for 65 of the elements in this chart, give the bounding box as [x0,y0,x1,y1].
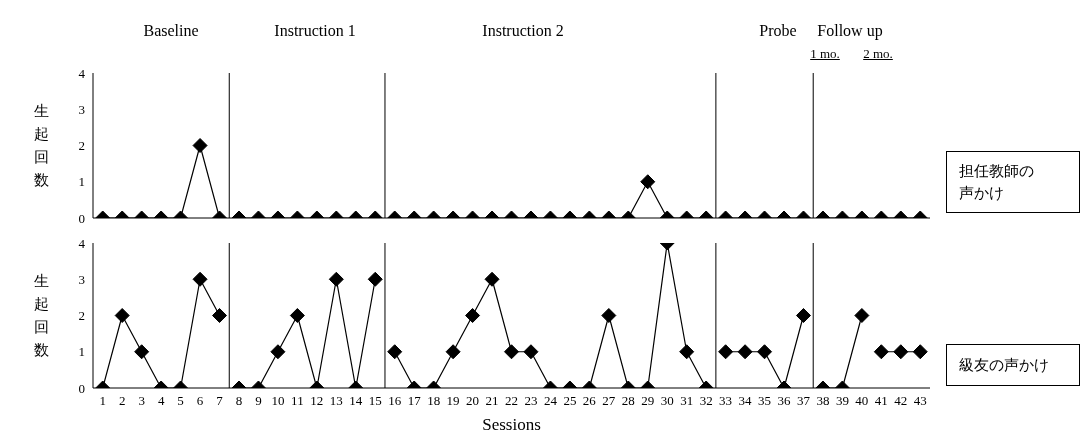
text: Instruction 2 [482,22,564,40]
x-tick-label: 30 [660,393,674,409]
y-tick-label: 3 [78,271,85,287]
text: Instruction 1 [274,22,356,40]
x-tick-label: 26 [582,393,597,409]
x-tick-label: 10 [271,393,285,409]
y-tick-label: 2 [78,308,85,324]
x-tick-label: 41 [874,393,888,409]
x-tick-label: 43 [913,393,927,409]
x-tick-label: 11 [291,393,304,409]
x-tick-label: 28 [621,393,635,409]
x-tick-label: 34 [738,393,753,409]
x-tick-label: 39 [835,393,849,409]
x-tick-label: 21 [485,393,499,409]
x-tick-label: 17 [407,393,422,409]
x-tick-label: 38 [816,393,830,409]
x-tick-label: 22 [505,393,518,409]
x-tick-label: 14 [349,393,363,409]
y-tick-label: 4 [78,65,86,81]
x-tick-label: 25 [563,393,577,409]
x-tick-label: 6 [196,393,204,409]
x-tick-label: 37 [796,393,811,409]
x-tick-label: 29 [641,393,655,409]
x-tick-label: 4 [157,393,165,409]
y-tick-label: 4 [78,235,86,251]
x-tick-label: 1 [99,393,106,409]
x-tick-label: 35 [758,393,772,409]
x-tick-label: 16 [388,393,402,409]
x-tick-label: 20 [466,393,480,409]
x-tick-label: 19 [446,393,460,409]
y-axis-title: 生起回数 [34,270,50,361]
text: 級友の声かけ [946,344,1080,386]
x-tick-label: 9 [255,393,262,409]
x-tick-label: 7 [216,393,224,409]
y-axis-title: 生起回数 [34,100,50,191]
x-tick-label: 27 [602,393,616,409]
x-tick-label: 8 [235,393,243,409]
x-tick-label: 32 [699,393,713,409]
x-tick-label: 2 [118,393,126,409]
x-tick-label: 33 [719,393,733,409]
text: Follow up [817,22,883,40]
y-tick-label: 3 [78,101,85,117]
text: Probe [759,22,797,40]
y-tick-label: 1 [78,344,85,360]
text: 1 mo. [810,46,840,62]
y-tick-label: 0 [78,210,85,226]
y-tick-label: 2 [78,138,85,154]
x-tick-label: 24 [543,393,558,409]
x-tick-label: 42 [894,393,908,409]
x-tick-label: 23 [524,393,538,409]
x-tick-label: 3 [138,393,145,409]
text: 担任教師の声かけ [946,151,1080,213]
x-tick-label: 18 [427,393,441,409]
x-axis-title: Sessions [482,415,541,434]
y-tick-label: 0 [78,380,85,396]
x-tick-label: 12 [310,393,324,409]
x-tick-label: 13 [329,393,343,409]
x-tick-label: 5 [177,393,184,409]
x-tick-label: 40 [855,393,869,409]
text: Baseline [143,22,199,40]
x-tick-label: 36 [777,393,792,409]
text: 2 mo. [863,46,893,62]
x-tick-label: 15 [368,393,382,409]
y-tick-label: 1 [78,174,85,190]
x-tick-label: 31 [680,393,694,409]
